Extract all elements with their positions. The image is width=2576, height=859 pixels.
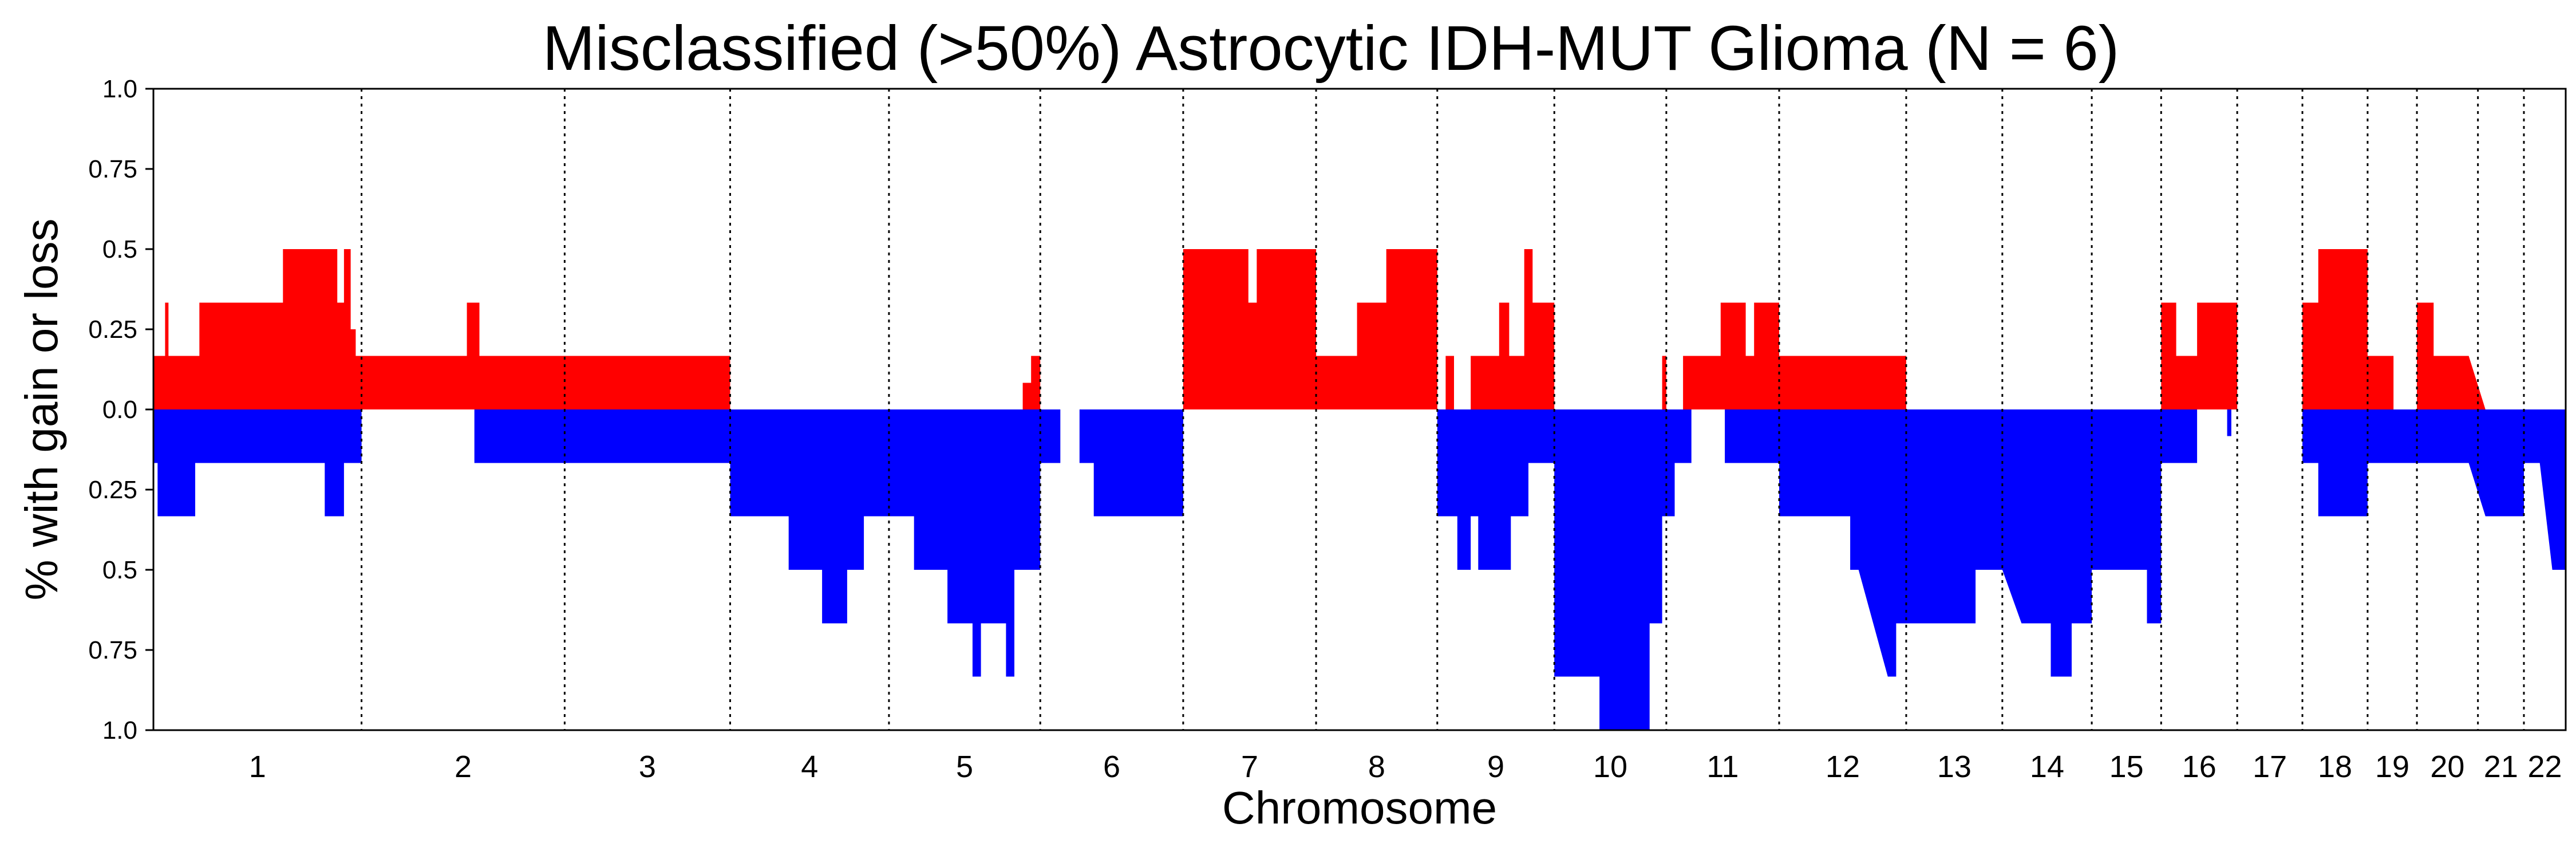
x-tick-label-chr15: 15 — [2109, 750, 2144, 784]
x-axis-label: Chromosome — [1222, 782, 1497, 833]
x-tick-label-chr21: 21 — [2484, 750, 2518, 784]
plot-area — [152, 88, 2567, 731]
y-tick-label: 0.75 — [88, 155, 137, 183]
chromosome-boundaries — [361, 89, 2525, 730]
x-tick-label-chr16: 16 — [2182, 750, 2217, 784]
x-tick-label-chr22: 22 — [2527, 750, 2562, 784]
y-tick-label: 0.5 — [102, 556, 137, 584]
x-tick-label-chr11: 11 — [1706, 750, 1739, 784]
x-tick-label-chr2: 2 — [455, 750, 472, 784]
y-tick-label: 0.25 — [88, 316, 137, 344]
x-tick-label-chr5: 5 — [956, 750, 973, 784]
x-tick-label-chr4: 4 — [801, 750, 818, 784]
x-tick-label-chr18: 18 — [2318, 750, 2352, 784]
y-tick-label: 0.0 — [102, 396, 137, 424]
x-axis-ticks: 1 2 3 4 5 6 7 8 9 10 11 12 13 14 15 16 17 18 19 20 21 22 — [249, 750, 2562, 784]
y-tick-label: 1.0 — [102, 716, 137, 744]
x-tick-label-chr8: 8 — [1368, 750, 1385, 784]
series-layer — [153, 249, 2566, 730]
loss-area — [153, 409, 2566, 730]
x-tick-label-chr12: 12 — [1826, 750, 1860, 784]
x-tick-label-chr3: 3 — [639, 750, 656, 784]
x-tick-label-chr17: 17 — [2253, 750, 2287, 784]
x-tick-label-chr6: 6 — [1103, 750, 1120, 784]
x-tick-label-chr9: 9 — [1487, 750, 1504, 784]
gain-area — [153, 249, 2566, 409]
x-tick-label-chr20: 20 — [2430, 750, 2464, 784]
y-axis-label: % with gain or loss — [16, 219, 67, 601]
x-tick-label-chr7: 7 — [1241, 750, 1258, 784]
y-tick-label: 0.75 — [88, 636, 137, 664]
x-tick-label-chr10: 10 — [1593, 750, 1627, 784]
x-tick-label-chr1: 1 — [249, 750, 266, 784]
y-tick-label: 0.25 — [88, 476, 137, 504]
x-tick-label-chr14: 14 — [2030, 750, 2064, 784]
y-tick-label: 1.0 — [102, 75, 137, 103]
y-axis-ticks: 1.0 0.75 0.5 0.25 0.0 0.25 0.5 0.75 1.0 — [88, 75, 153, 744]
x-tick-label-chr13: 13 — [1937, 750, 1971, 784]
x-tick-label-chr19: 19 — [2375, 750, 2409, 784]
y-tick-label: 0.5 — [102, 235, 137, 263]
chart-title: Misclassified (>50%) Astrocytic IDH-MUT … — [543, 13, 2120, 84]
